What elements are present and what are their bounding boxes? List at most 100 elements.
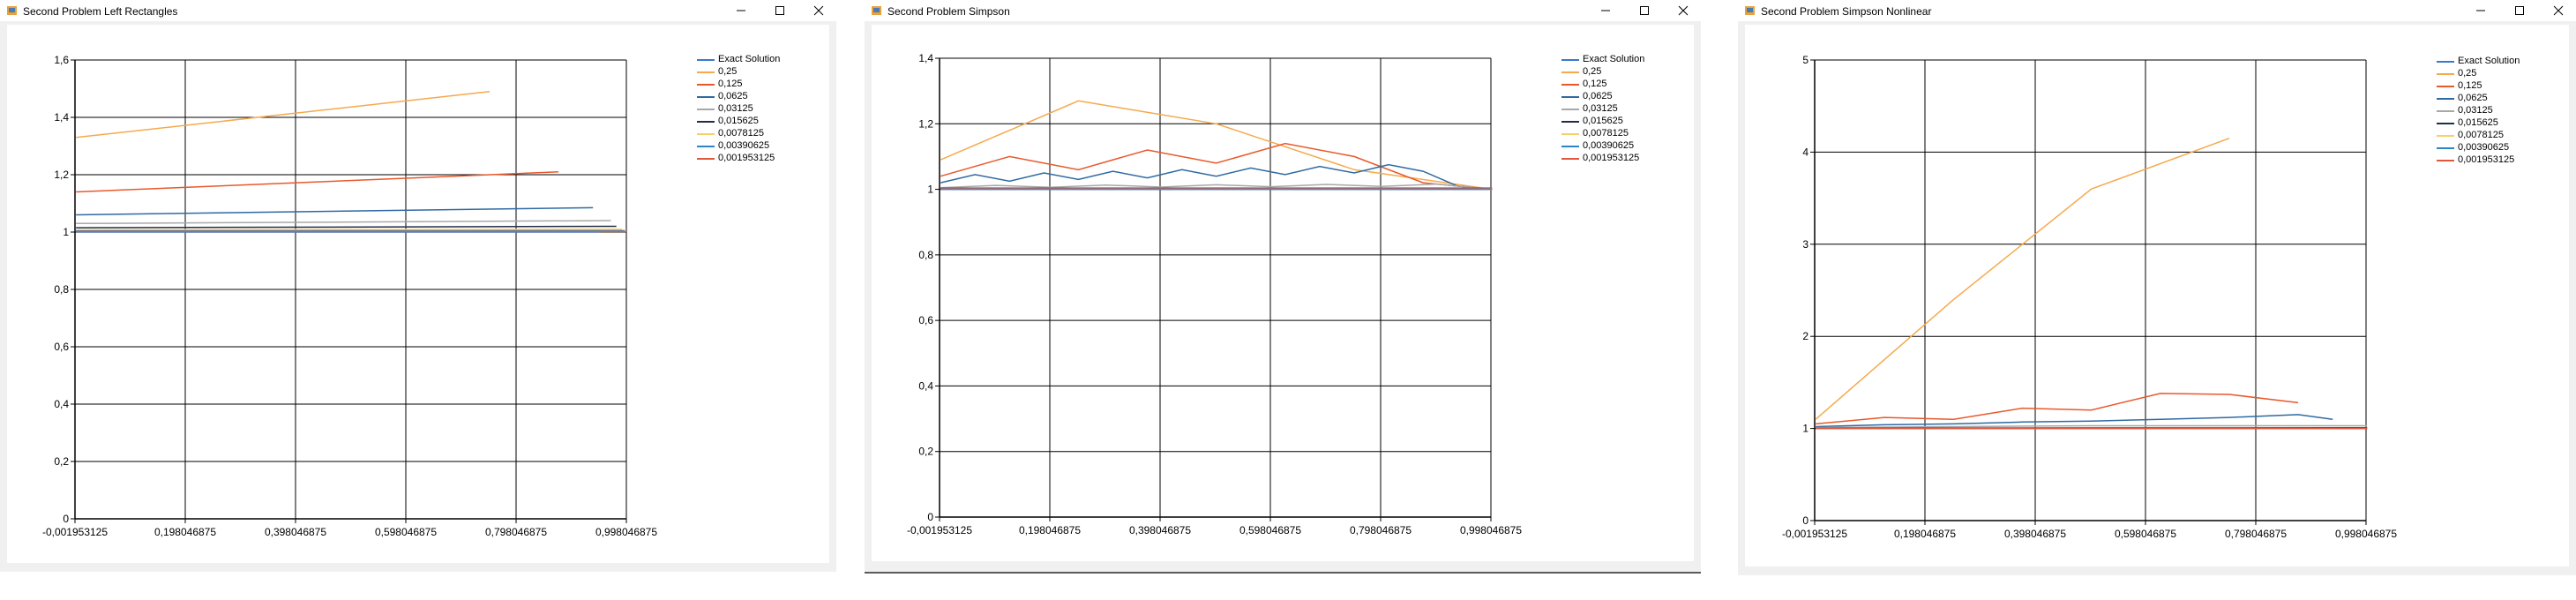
app-icon bbox=[7, 6, 17, 15]
legend-label: 0,00390625 bbox=[1583, 140, 1635, 151]
x-tick-label: 0,198046875 bbox=[1019, 524, 1081, 536]
close-icon bbox=[1678, 5, 1689, 16]
y-tick-label: 1 bbox=[1802, 423, 1808, 435]
legend-label: 0,001953125 bbox=[1583, 153, 1640, 163]
legend-swatch bbox=[2437, 160, 2454, 161]
legend-label: 0,0078125 bbox=[1583, 128, 1629, 139]
series-line bbox=[940, 163, 1493, 191]
title-bar[interactable]: Second Problem Simpson Nonlinear bbox=[1738, 0, 2576, 21]
legend-label: 0,0078125 bbox=[718, 128, 764, 139]
title-bar[interactable]: Second Problem Left Rectangles bbox=[0, 0, 836, 21]
legend-label: 0,125 bbox=[2458, 80, 2482, 91]
series-line bbox=[940, 142, 1493, 191]
legend-label: 0,25 bbox=[2458, 68, 2477, 79]
chart-window: Second Problem Simpson Nonlinear 0 1 2 3 4 5 -… bbox=[1738, 0, 2576, 575]
x-tick-label: 0,798046875 bbox=[485, 526, 547, 538]
legend-swatch bbox=[2437, 110, 2454, 112]
series-line bbox=[76, 206, 594, 216]
chart-area: 0 0,2 0,4 0,6 0,8 1 1,2 1,4 -0,001953125 0,198046… bbox=[872, 25, 1694, 561]
legend-label: 0,015625 bbox=[1583, 116, 1623, 126]
legend-label: Exact Solution bbox=[718, 54, 781, 64]
legend-label: Exact Solution bbox=[1583, 54, 1645, 64]
line-chart: 0 0,2 0,4 0,6 0,8 1 1,2 1,4 1,6 -0,001953125 0,198… bbox=[42, 54, 657, 538]
legend-label: 0,0078125 bbox=[2458, 130, 2504, 140]
series-line bbox=[76, 171, 559, 193]
legend-label: 0,015625 bbox=[718, 116, 759, 126]
close-icon bbox=[813, 5, 824, 16]
x-tick-label: 0,598046875 bbox=[2115, 528, 2176, 540]
y-tick-label: 0,8 bbox=[918, 249, 933, 261]
y-tick-label: 1,6 bbox=[54, 54, 69, 66]
title-bar[interactable]: Second Problem Simpson bbox=[865, 0, 1701, 21]
x-tick-label: -0,001953125 bbox=[42, 526, 108, 538]
legend-swatch bbox=[2437, 73, 2454, 75]
y-tick-label: 5 bbox=[1802, 54, 1808, 66]
x-tick-label: 0,198046875 bbox=[1894, 528, 1956, 540]
y-tick-label: 0,6 bbox=[918, 314, 933, 326]
x-tick-label: 0,398046875 bbox=[1129, 524, 1191, 536]
series-line bbox=[1816, 393, 2299, 425]
legend-swatch bbox=[1561, 71, 1579, 73]
y-tick-label: 4 bbox=[1802, 146, 1808, 158]
y-tick-label: 0 bbox=[927, 511, 933, 523]
legend-swatch bbox=[697, 109, 715, 110]
legend-label: Exact Solution bbox=[2458, 56, 2520, 66]
window-title: Second Problem Simpson bbox=[887, 5, 1010, 18]
y-tick-label: 0,4 bbox=[54, 398, 69, 410]
legend-swatch bbox=[697, 133, 715, 135]
legend-swatch bbox=[2437, 135, 2454, 137]
maximize-icon bbox=[1640, 6, 1649, 15]
window-divider bbox=[865, 572, 1701, 574]
y-tick-label: 0,2 bbox=[54, 455, 69, 468]
legend-label: 0,015625 bbox=[2458, 117, 2498, 128]
minimize-button[interactable] bbox=[2463, 0, 2498, 21]
y-tick-label: 1,4 bbox=[54, 111, 69, 124]
legend-swatch bbox=[697, 158, 715, 160]
legend-label: 0,001953125 bbox=[718, 153, 775, 163]
line-chart: 0 0,2 0,4 0,6 0,8 1 1,2 1,4 -0,001953125 0,198046… bbox=[907, 52, 1522, 536]
y-tick-label: 0,4 bbox=[918, 379, 933, 392]
legend-swatch bbox=[1561, 146, 1579, 147]
window-title: Second Problem Simpson Nonlinear bbox=[1761, 5, 1932, 18]
legend-swatch bbox=[1561, 158, 1579, 160]
maximize-button[interactable] bbox=[1627, 0, 1662, 21]
line-chart: 0 1 2 3 4 5 -0,001953125 0,198046875 0,398046875… bbox=[1782, 54, 2397, 540]
y-tick-label: 3 bbox=[1802, 238, 1808, 251]
close-button[interactable] bbox=[2541, 0, 2576, 21]
x-tick-label: 0,598046875 bbox=[375, 526, 437, 538]
maximize-icon bbox=[2515, 6, 2524, 15]
legend-label: 0,0625 bbox=[2458, 93, 2488, 103]
y-tick-label: 0 bbox=[63, 513, 69, 525]
y-tick-label: 1 bbox=[927, 184, 933, 196]
x-tick-label: 0,398046875 bbox=[265, 526, 326, 538]
x-tick-label: 0,998046875 bbox=[595, 526, 657, 538]
close-button[interactable] bbox=[1666, 0, 1701, 21]
y-tick-label: 1,2 bbox=[918, 117, 933, 130]
maximize-button[interactable] bbox=[2502, 0, 2537, 21]
legend-label: 0,25 bbox=[1583, 66, 1602, 77]
y-tick-label: 1 bbox=[63, 226, 69, 238]
legend-label: 0,00390625 bbox=[2458, 142, 2510, 153]
maximize-button[interactable] bbox=[762, 0, 798, 21]
close-button[interactable] bbox=[801, 0, 836, 21]
series-line bbox=[76, 225, 617, 229]
chart-area: 0 0,2 0,4 0,6 0,8 1 1,2 1,4 1,6 -0,001953125 0,198… bbox=[7, 25, 829, 563]
legend-swatch bbox=[1561, 109, 1579, 110]
series-line bbox=[76, 220, 611, 225]
minimize-icon bbox=[1601, 10, 1610, 11]
minimize-button[interactable] bbox=[1588, 0, 1623, 21]
legend-label: 0,00390625 bbox=[718, 140, 770, 151]
legend-swatch bbox=[697, 96, 715, 98]
legend-swatch bbox=[697, 121, 715, 123]
series-line bbox=[1815, 137, 2230, 420]
app-icon bbox=[872, 6, 881, 15]
y-tick-label: 0,2 bbox=[918, 446, 933, 458]
series-line bbox=[1816, 424, 2368, 429]
legend-swatch bbox=[1561, 133, 1579, 135]
series-line bbox=[1816, 414, 2333, 428]
minimize-button[interactable] bbox=[723, 0, 759, 21]
y-tick-label: 1,2 bbox=[54, 169, 69, 181]
close-icon bbox=[2553, 5, 2564, 16]
window-title: Second Problem Left Rectangles bbox=[23, 5, 178, 18]
legend-swatch bbox=[697, 146, 715, 147]
